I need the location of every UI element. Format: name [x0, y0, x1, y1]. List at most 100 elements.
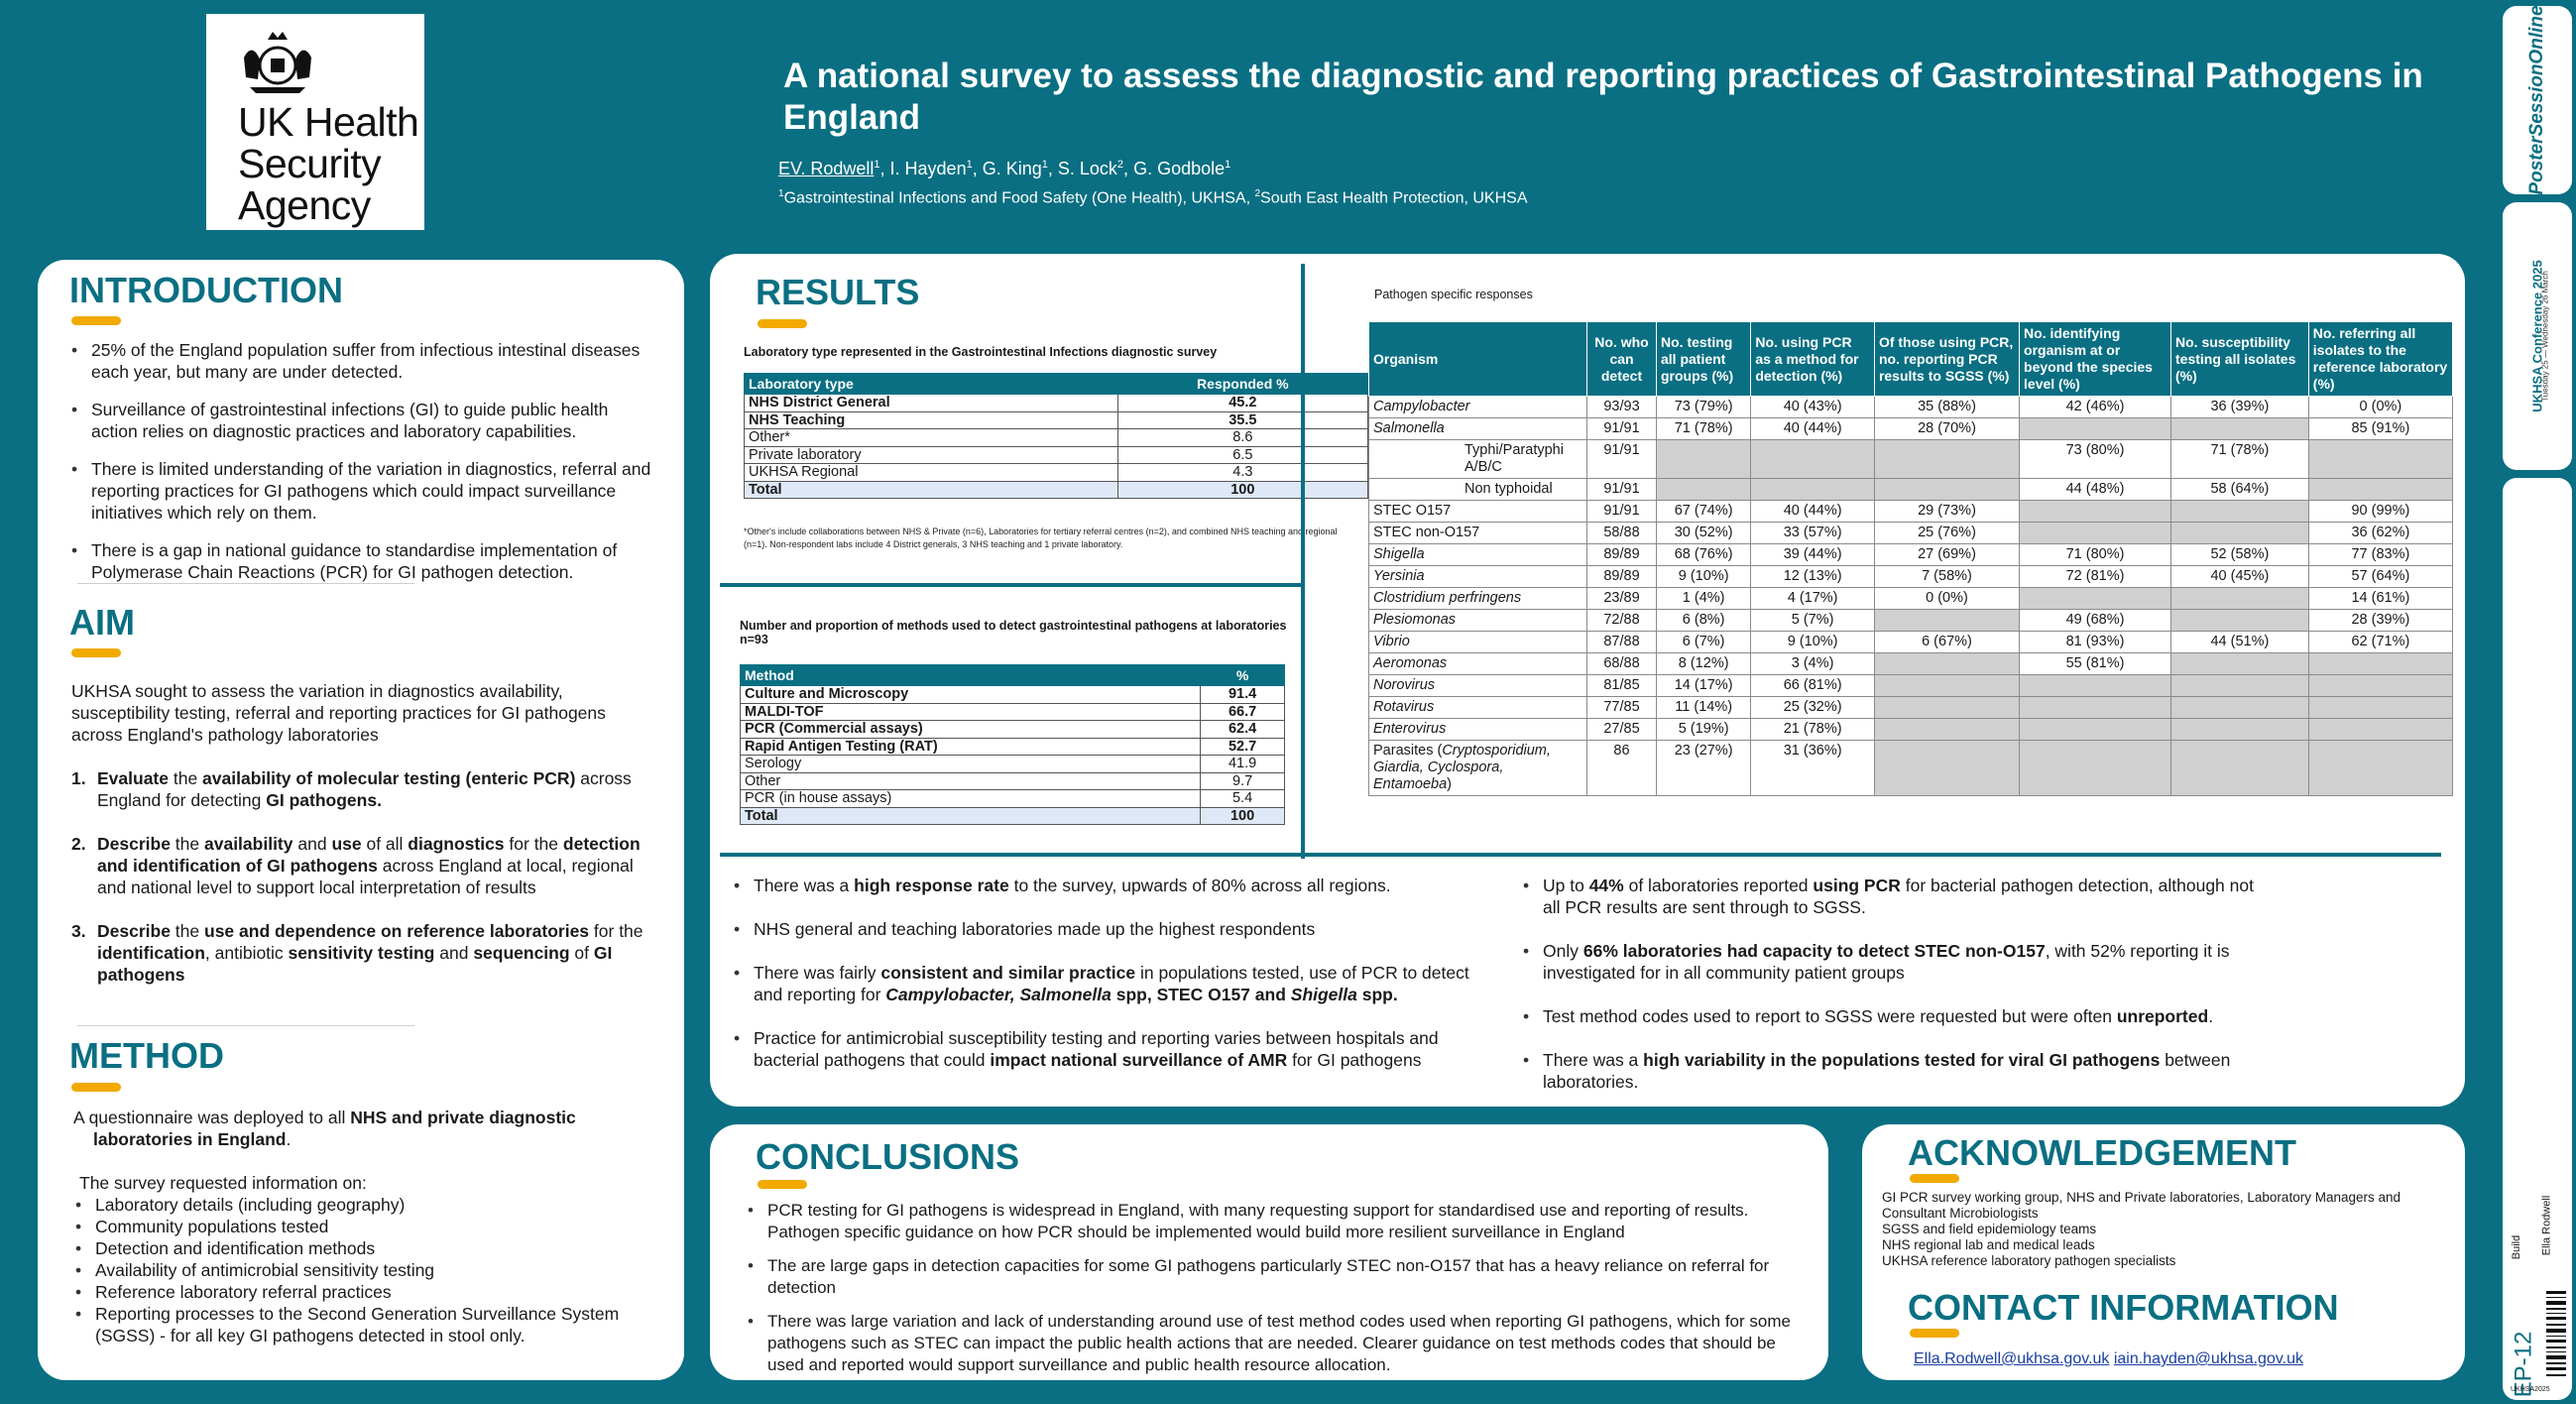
data-cell [2019, 718, 2171, 741]
heading-underline [758, 1180, 807, 1189]
author-name: I. Hayden [889, 159, 967, 178]
rich-text-run: . [2208, 1006, 2214, 1026]
rich-text-run: Describe [97, 834, 171, 854]
email-link-rodwell[interactable]: Ella.Rodwell@ukhsa.gov.uk [1914, 1350, 2110, 1367]
data-cell: 71 (80%) [2019, 543, 2171, 566]
organism-text: Cryptosporidium, Giardia, Cyclospora, En… [1373, 743, 1551, 792]
row-label: NHS District General [744, 394, 1118, 412]
rich-text-run: identification [97, 943, 205, 963]
acknowledgement-line: UKHSA reference laboratory pathogen spec… [1882, 1253, 2176, 1268]
rich-text-run: across England for detecting [97, 768, 632, 810]
results-divider-h [720, 583, 1301, 587]
method-item: Availability of antimicrobial sensitivit… [73, 1259, 668, 1281]
email-link-hayden[interactable]: iain.hayden@ukhsa.gov.uk [2113, 1350, 2304, 1367]
table-row: Private laboratory 6.5 [744, 445, 1369, 464]
methods-table: Method% Culture and Microscopy 91.4 MALDI-T… [739, 664, 1285, 825]
row-value: 35.5 [1116, 410, 1369, 429]
rich-text-run: . [286, 1129, 292, 1149]
table-row: NHS Teaching 35.5 [744, 410, 1369, 429]
conference-dates: Tuesday 25 — Wednesday 26 March [2540, 271, 2550, 402]
table-row: Typhi/Paratyphi A/B/C 91/91 73 (80%) 71 (78… [1368, 439, 2454, 479]
row-label: PCR (in house assays) [739, 789, 1202, 808]
heading-underline [1910, 1174, 1959, 1183]
data-cell: 58 (64%) [2170, 478, 2309, 501]
organism-cell: Salmonella [1368, 417, 1587, 440]
organism-text: ) [1447, 776, 1453, 792]
author-label: Ella Rodwell [2540, 1195, 2553, 1256]
method-request: The survey requested information on: [79, 1173, 367, 1193]
row-label: PCR (Commercial assays) [739, 720, 1202, 739]
data-cell: 93/93 [1586, 396, 1657, 418]
data-cell [1873, 439, 2021, 479]
row-label: Serology [739, 755, 1202, 773]
row-value: 52.7 [1200, 737, 1285, 756]
data-cell [2307, 674, 2454, 697]
table-header-row: Organism No. who can detect No. testing al… [1368, 321, 2454, 397]
rich-text-run: for GI pathogens [1287, 1050, 1422, 1070]
table3-caption: Pathogen specific responses [1374, 288, 1533, 301]
rich-text-run: and [434, 943, 474, 963]
data-cell [1655, 439, 1752, 479]
results-heading: RESULTS [756, 272, 920, 312]
data-cell [2019, 740, 2171, 796]
data-cell [2019, 522, 2171, 544]
rich-text-run: across England at local, regional and na… [97, 856, 634, 897]
data-cell [2019, 674, 2171, 697]
organism-cell: Aeromonas [1368, 652, 1587, 675]
data-cell: 72 (81%) [2019, 565, 2171, 588]
introduction-bullet: There is a gap in national guidance to s… [69, 539, 654, 583]
data-cell: 66 (81%) [1750, 674, 1875, 697]
table-row: Other 9.7 [739, 771, 1285, 790]
rich-text-run: NHS and private diagnostic laboratories … [93, 1108, 576, 1149]
organism-cell: Plesiomonas [1368, 609, 1587, 632]
conclusion-bullet: The are large gaps in detection capaciti… [746, 1255, 1816, 1299]
row-value: 5.4 [1200, 789, 1285, 808]
table2-caption: Number and proportion of methods used to… [740, 619, 1287, 646]
aim-item: 2. Describe the availability and use of a… [71, 833, 656, 898]
lab-type-table: Laboratory type Responded % NHS District G… [744, 373, 1369, 499]
rich-text-run: spp. [1356, 985, 1398, 1004]
data-cell: 36 (39%) [2170, 396, 2309, 418]
data-cell [1873, 674, 2021, 697]
row-label: Total [739, 806, 1202, 825]
data-cell: 40 (43%) [1750, 396, 1875, 418]
data-cell: 8 (12%) [1655, 652, 1752, 675]
data-cell: 81 (93%) [2019, 631, 2171, 653]
author-affil-sup: 1 [1225, 159, 1231, 171]
table-row: Rapid Antigen Testing (RAT) 52.7 [739, 737, 1285, 756]
authors-line: EV. Rodwell1, I. Hayden1, G. King1, S. L… [778, 159, 1231, 178]
author-name: EV. Rodwell [778, 159, 875, 178]
data-cell [2307, 439, 2454, 479]
row-value: 45.2 [1116, 394, 1369, 412]
rich-text-run: There was fairly [754, 963, 881, 983]
heading-underline [71, 1083, 121, 1092]
data-cell: 6 (67%) [1873, 631, 2021, 653]
rich-text-run: sensitivity testing [288, 943, 435, 963]
table-header-cell: % [1200, 664, 1285, 686]
data-cell [1873, 696, 2021, 719]
author-name: S. Lock [1057, 159, 1117, 178]
acknowledgement-heading: ACKNOWLEDGEMENT [1908, 1132, 2296, 1173]
table-header-cell: No. who can detect [1586, 321, 1657, 397]
introduction-bullet: There is limited understanding of the va… [69, 458, 654, 524]
results-panel: RESULTS Laboratory type represented in t… [710, 254, 2465, 1107]
row-label: Private laboratory [744, 445, 1118, 464]
introduction-bullet: Surveillance of gastrointestinal infecti… [69, 399, 654, 442]
aim-number: 3. [71, 921, 86, 941]
rich-text-run: sequencing [473, 943, 570, 963]
author-affil-sup: 1 [874, 159, 880, 171]
contact-emails: Ella.Rodwell@ukhsa.gov.uk iain.hayden@uk… [1914, 1350, 2303, 1368]
rich-text-run: impact national surveillance of AMR [990, 1050, 1288, 1070]
author-affil-sup: 1 [1041, 159, 1048, 171]
finding-bullet: There was a high response rate to the su… [732, 875, 1495, 896]
data-cell: 5 (19%) [1655, 718, 1752, 741]
left-panel: INTRODUCTION 25% of the England populati… [38, 260, 684, 1380]
table-row: Rotavirus 77/85 11 (14%) 25 (32%) [1368, 696, 2454, 719]
data-cell [1873, 478, 2021, 501]
rich-text-run: NHS general and teaching laboratories ma… [754, 919, 1316, 939]
table-row: Total 100 [739, 806, 1285, 825]
rich-text-run: availability [204, 834, 293, 854]
findings-right: Up to 44% of laboratories reported using… [1521, 875, 2255, 1114]
data-cell [2170, 587, 2309, 610]
build-label: Build [2511, 1234, 2523, 1260]
